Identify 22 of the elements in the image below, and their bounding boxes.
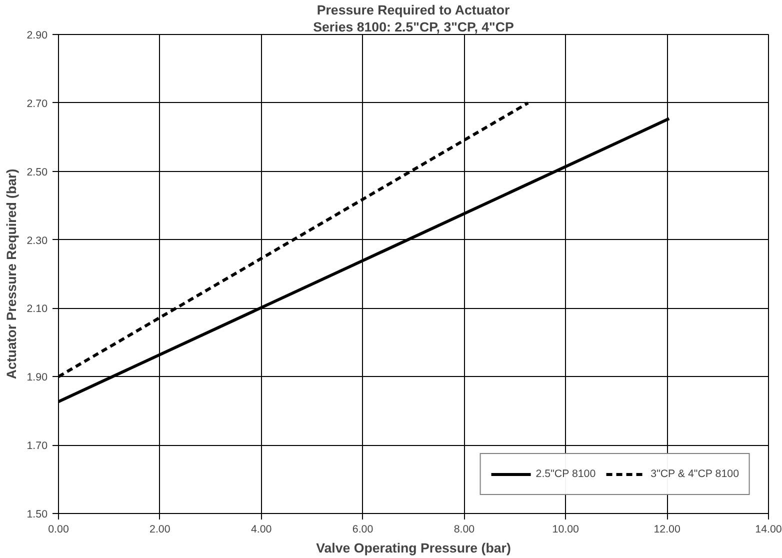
y-tick-label: 1.50 [26,508,48,520]
y-tick-label: 2.50 [26,166,48,178]
x-axis-title: Valve Operating Pressure (bar) [316,540,511,556]
x-tick-label: 2.00 [150,524,170,536]
y-tick-label: 2.30 [26,234,48,247]
x-tick-label: 0.00 [48,524,69,536]
y-axis-title: Actuator Pressure Required (bar) [4,168,19,380]
y-tick-label: 2.70 [26,98,48,110]
x-tick-label: 6.00 [352,524,374,536]
y-tick-label: 1.70 [26,440,48,452]
chart-subtitle: Series 8100: 2.5"CP, 3"CP, 4"CP [313,20,514,34]
chart-title: Pressure Required to Actuator [316,2,510,18]
x-tick-label: 14.00 [755,524,782,536]
y-tick-label: 2.10 [26,303,48,316]
y-tick-label: 1.90 [26,372,48,384]
legend-label: 3"CP & 4"CP 8100 [650,468,739,480]
x-tick-label: 8.00 [454,524,475,536]
x-tick-label: 4.00 [250,524,272,536]
x-tick-label: 10.00 [552,524,580,536]
x-tick-label: 12.00 [654,524,680,536]
y-tick-label: 2.90 [26,30,48,42]
legend-label: 2.5"CP 8100 [536,468,596,480]
